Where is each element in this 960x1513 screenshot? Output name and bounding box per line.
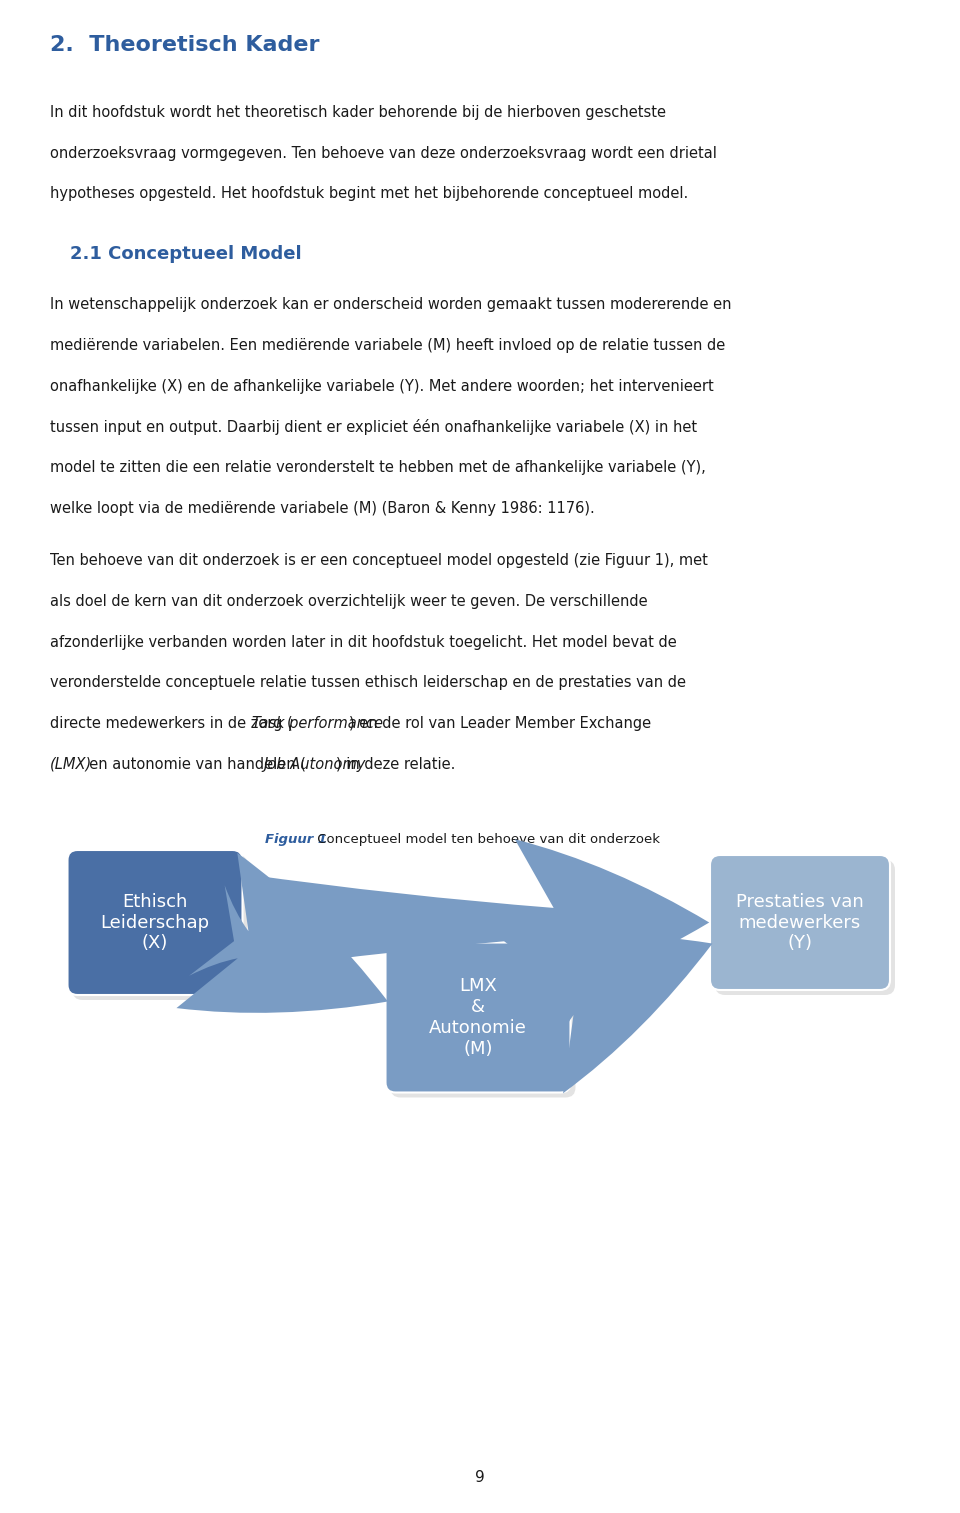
Text: 9: 9 (475, 1471, 485, 1484)
FancyBboxPatch shape (73, 855, 248, 1000)
Text: Conceptueel model ten behoeve van dit onderzoek: Conceptueel model ten behoeve van dit on… (313, 832, 660, 846)
Text: tussen input en output. Daarbij dient er expliciet één onafhankelijke variabele : tussen input en output. Daarbij dient er… (50, 419, 697, 436)
Text: Prestaties van
medewerkers
(Y): Prestaties van medewerkers (Y) (736, 893, 864, 952)
Text: mediërende variabelen. Een mediërende variabele (M) heeft invloed op de relatie : mediërende variabelen. Een mediërende va… (50, 337, 725, 353)
Text: In dit hoofdstuk wordt het theoretisch kader behorende bij de hierboven geschets: In dit hoofdstuk wordt het theoretisch k… (50, 104, 666, 120)
Text: In wetenschappelijk onderzoek kan er onderscheid worden gemaakt tussen modereren: In wetenschappelijk onderzoek kan er ond… (50, 297, 732, 312)
Text: Figuur 1: Figuur 1 (265, 832, 327, 846)
Text: welke loopt via de mediërende variabele (M) (Baron & Kenny 1986: 1176).: welke loopt via de mediërende variabele … (50, 501, 595, 516)
Text: hypotheses opgesteld. Het hoofdstuk begint met het bijbehorende conceptueel mode: hypotheses opgesteld. Het hoofdstuk begi… (50, 186, 688, 201)
Text: veronderstelde conceptuele relatie tussen ethisch leiderschap en de prestaties v: veronderstelde conceptuele relatie tusse… (50, 675, 686, 690)
Text: ) in deze relatie.: ) in deze relatie. (336, 756, 456, 772)
FancyBboxPatch shape (67, 850, 243, 996)
FancyBboxPatch shape (386, 943, 570, 1092)
Text: Ethisch
Leiderschap
(X): Ethisch Leiderschap (X) (101, 893, 209, 952)
Text: (LMX): (LMX) (50, 756, 92, 772)
Text: Task performance: Task performance (252, 716, 383, 731)
FancyBboxPatch shape (715, 859, 895, 996)
Text: LMX
&
Autonomie
(M): LMX & Autonomie (M) (429, 977, 527, 1058)
Text: en autonomie van handelen (: en autonomie van handelen ( (81, 756, 306, 772)
Text: 2.  Theoretisch Kader: 2. Theoretisch Kader (50, 35, 320, 54)
FancyBboxPatch shape (391, 947, 575, 1097)
Text: directe medewerkers in de zorg (: directe medewerkers in de zorg ( (50, 716, 293, 731)
Text: Job Autonomy: Job Autonomy (263, 756, 366, 772)
Text: ) en de rol van Leader Member Exchange: ) en de rol van Leader Member Exchange (349, 716, 651, 731)
Text: onafhankelijke (X) en de afhankelijke variabele (Y). Met andere woorden; het int: onafhankelijke (X) en de afhankelijke va… (50, 378, 713, 393)
FancyBboxPatch shape (710, 855, 890, 990)
Text: afzonderlijke verbanden worden later in dit hoofdstuk toegelicht. Het model beva: afzonderlijke verbanden worden later in … (50, 634, 677, 649)
Text: als doel de kern van dit onderzoek overzichtelijk weer te geven. De verschillend: als doel de kern van dit onderzoek overz… (50, 595, 648, 610)
Text: model te zitten die een relatie veronderstelt te hebben met de afhankelijke vari: model te zitten die een relatie veronder… (50, 460, 706, 475)
Text: Ten behoeve van dit onderzoek is er een conceptueel model opgesteld (zie Figuur : Ten behoeve van dit onderzoek is er een … (50, 554, 708, 569)
Text: onderzoeksvraag vormgegeven. Ten behoeve van deze onderzoeksvraag wordt een drie: onderzoeksvraag vormgegeven. Ten behoeve… (50, 145, 717, 160)
Text: 2.1 Conceptueel Model: 2.1 Conceptueel Model (70, 245, 301, 263)
